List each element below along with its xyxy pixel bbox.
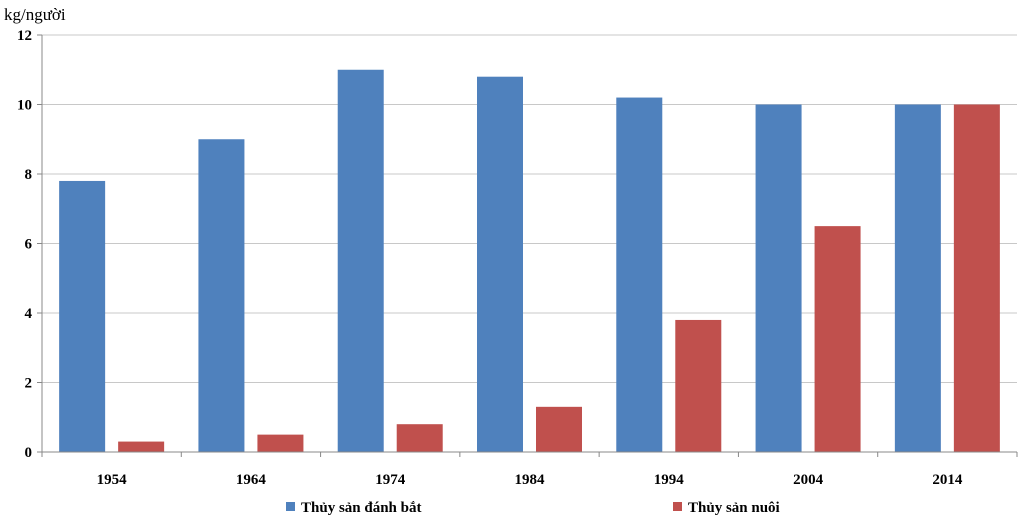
y-axis-unit-label: kg/người (4, 5, 66, 24)
legend-swatch (286, 502, 295, 511)
x-axis-ticks: 1954 1964 1974 1984 1994 2004 2014 (41, 452, 1018, 488)
bar-wild-catch-1954 (59, 180, 106, 452)
bar-aquaculture-1954 (118, 441, 165, 452)
legend-swatch (673, 502, 682, 511)
gridlines (42, 34, 1017, 453)
y-tick-label: 4 (25, 306, 33, 322)
bar-aquaculture-1964 (257, 434, 304, 452)
bar-aquaculture-2014 (953, 104, 1000, 452)
y-tick-label: 0 (25, 445, 33, 461)
legend-label: Thủy sản đánh bắt (301, 500, 421, 516)
bar-wild-catch-1964 (198, 139, 245, 452)
bar-aquaculture-1984 (536, 406, 582, 452)
x-tick-label: 2004 (793, 472, 824, 488)
y-tick-label: 6 (25, 237, 33, 253)
bar-wild-catch-1974 (337, 69, 384, 452)
bar-aquaculture-1974 (396, 424, 443, 452)
x-tick-label: 2014 (932, 472, 963, 488)
x-tick-label: 1984 (515, 472, 546, 488)
bar-wild-catch-1984 (477, 76, 523, 452)
x-tick-label: 1994 (654, 472, 685, 488)
bar-wild-catch-1994 (616, 97, 663, 453)
bar-wild-catch-2004 (755, 104, 802, 452)
bar-aquaculture-1994 (675, 319, 722, 452)
y-tick-label: 2 (25, 376, 33, 392)
x-tick-label: 1964 (236, 472, 267, 488)
legend: Thủy sản đánh bắt Thủy sản nuôi (286, 500, 780, 516)
bar-aquaculture-2004 (814, 226, 861, 452)
y-tick-label: 10 (17, 98, 32, 114)
y-axis-ticks: 0 2 4 6 8 10 12 (17, 28, 43, 461)
y-tick-label: 8 (25, 167, 33, 183)
y-tick-label: 12 (17, 28, 32, 44)
bars (59, 69, 1000, 453)
x-tick-label: 1954 (97, 472, 128, 488)
bar-wild-catch-2014 (894, 104, 941, 452)
legend-label: Thủy sản nuôi (688, 500, 780, 516)
x-tick-label: 1974 (375, 472, 406, 488)
